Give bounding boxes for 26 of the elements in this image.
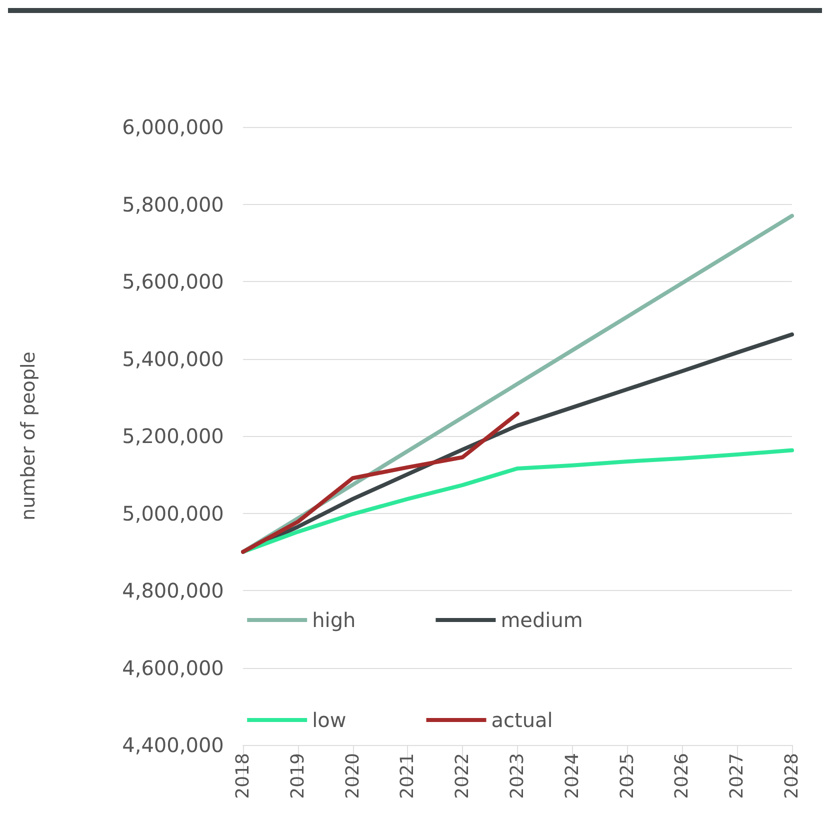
x-tick-label: 2028 [782, 753, 802, 799]
legend-label: high [312, 608, 356, 632]
x-tick-label: 2022 [452, 753, 474, 799]
y-tick-label: 5,200,000 [122, 424, 224, 448]
y-tick-label: 5,000,000 [122, 501, 224, 526]
x-tick-label: 2018 [232, 753, 254, 799]
y-tick-label: 5,400,000 [122, 346, 224, 371]
y-tick-label: 5,600,000 [122, 270, 224, 294]
x-tick-label: 2026 [672, 753, 693, 799]
x-tick-label: 2021 [397, 753, 418, 799]
x-tick-label: 2027 [726, 753, 748, 799]
y-tick-label: 6,000,000 [122, 115, 224, 139]
legend-label: low [312, 708, 346, 732]
y-tick-label: 4,400,000 [122, 733, 224, 757]
y-tick-label: 5,800,000 [122, 192, 224, 216]
x-tick-label: 2020 [342, 753, 364, 799]
y-tick-label: 4,800,000 [122, 578, 224, 602]
line-series [241, 412, 520, 554]
y-tick-label: 4,600,000 [122, 656, 224, 680]
y-axis-title: number of people [18, 352, 40, 520]
x-tick-label: 2024 [562, 753, 583, 799]
legend-label: actual [491, 708, 553, 732]
x-tick-label: 2019 [287, 753, 308, 799]
x-tick-label: 2025 [616, 753, 638, 799]
legend-label: medium [500, 608, 583, 632]
x-tick-label: 2023 [507, 753, 528, 799]
